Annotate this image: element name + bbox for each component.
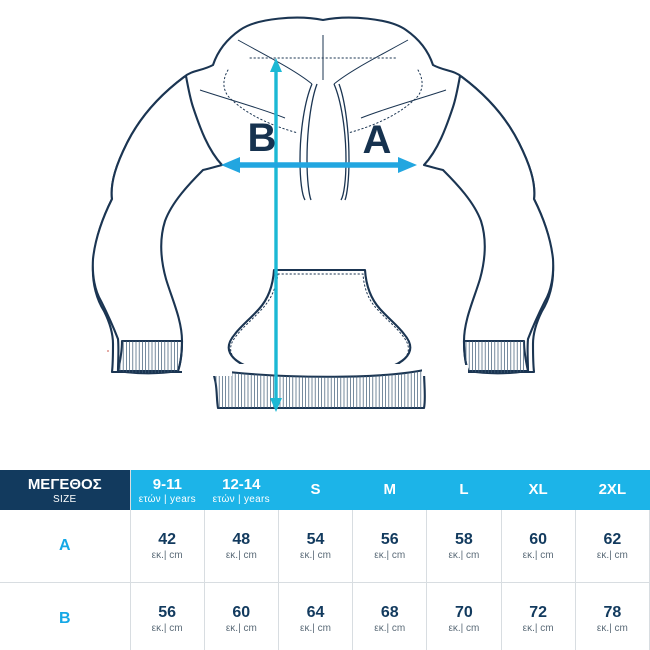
svg-text:B: B xyxy=(248,116,277,160)
svg-text:A: A xyxy=(363,118,392,162)
